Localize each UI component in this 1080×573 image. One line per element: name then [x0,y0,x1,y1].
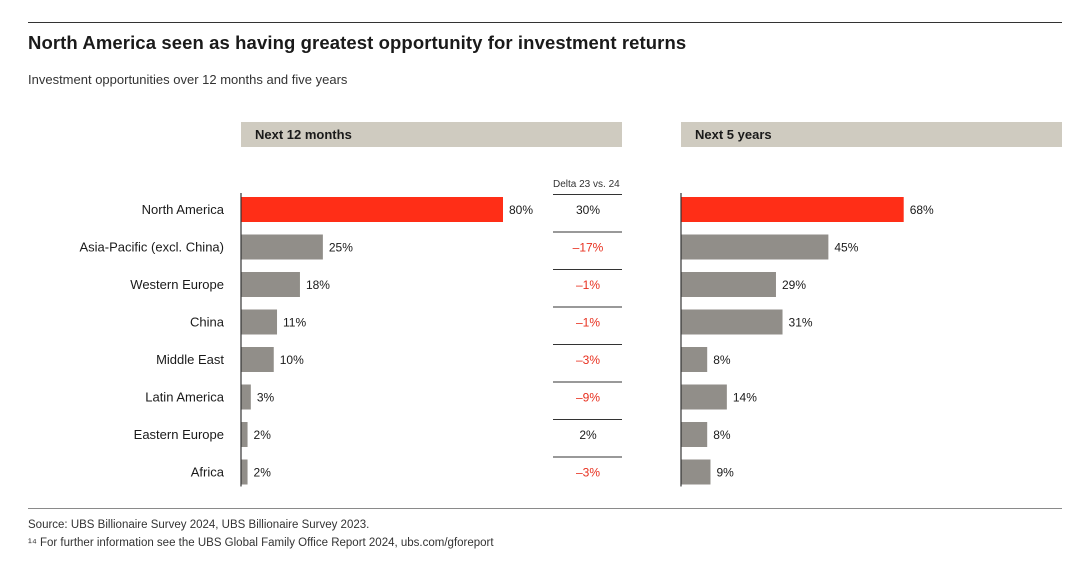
bar-5-years [681,459,711,485]
value-label-12-months: 11% [283,316,306,330]
chart-subtitle: Investment opportunities over 12 months … [28,72,348,87]
delta-value: –3% [576,353,600,367]
panel-header-12-months: Next 12 months [241,122,622,147]
chart-title: North America seen as having greatest op… [28,32,687,53]
bottom-rule [28,508,1062,509]
value-label-12-months: 10% [280,353,304,367]
value-label-5-years: 68% [910,203,934,217]
bar-12-months [241,197,503,222]
delta-value: 30% [576,203,600,217]
category-label: Asia-Pacific (excl. China) [80,240,225,255]
bar-12-months [241,459,248,485]
bar-5-years [681,347,708,372]
bar-5-years [681,384,727,410]
category-label: Middle East [156,352,224,367]
value-label-12-months: 2% [254,428,272,442]
bar-5-years [681,234,829,260]
value-label-5-years: 31% [789,316,813,330]
value-label-5-years: 29% [782,278,806,292]
source-note: Source: UBS Billionaire Survey 2024, UBS… [28,519,370,531]
delta-value: –1% [576,316,600,330]
bar-12-months [241,347,274,372]
panel-header-5-years: Next 5 years [681,122,1062,147]
delta-value: –9% [576,391,600,405]
bar-5-years [681,272,776,297]
value-label-5-years: 14% [733,391,757,405]
bar-5-years [681,197,904,222]
bar-12-months [241,422,248,447]
bar-5-years [681,422,708,447]
value-label-12-months: 18% [306,278,330,292]
category-label: Eastern Europe [134,427,224,442]
footnote: ¹⁴ For further information see the UBS G… [28,537,494,549]
top-rule [28,22,1062,23]
value-label-12-months: 2% [254,466,272,480]
bar-12-months [241,384,251,410]
value-label-5-years: 45% [834,241,858,255]
delta-value: –17% [573,241,604,255]
delta-value: –3% [576,466,600,480]
bar-12-months [241,309,278,335]
delta-value: –1% [576,278,600,292]
category-label: China [190,315,225,330]
value-label-12-months: 25% [329,241,353,255]
value-label-12-months: 80% [509,203,533,217]
value-label-5-years: 8% [713,428,731,442]
category-label: Africa [191,465,225,480]
value-label-5-years: 8% [713,353,731,367]
value-label-5-years: 9% [716,466,734,480]
category-label: North America [142,202,225,217]
delta-value: 2% [579,428,597,442]
value-label-12-months: 3% [257,391,275,405]
category-label: Latin America [145,390,225,405]
category-label: Western Europe [130,277,224,292]
bar-12-months [241,234,323,260]
bar-12-months [241,272,300,297]
bar-5-years [681,309,783,335]
delta-column-header: Delta 23 vs. 24 [553,179,620,190]
